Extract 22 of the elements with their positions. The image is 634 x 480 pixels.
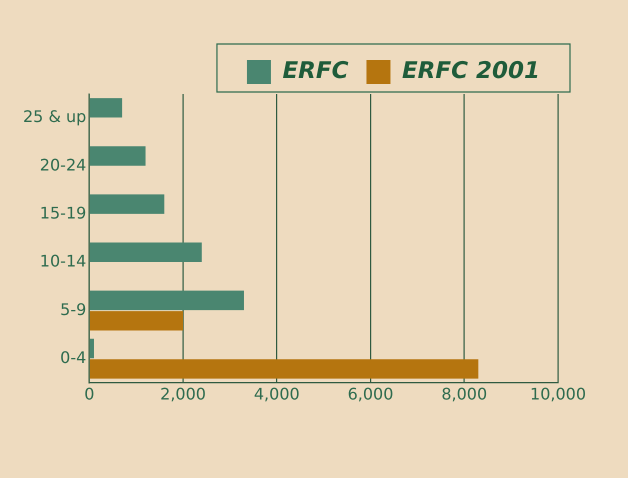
- x-tick-label: 2,000: [160, 384, 206, 404]
- y-tick-label: 0-4: [60, 348, 86, 367]
- bar: [90, 311, 184, 331]
- y-tick-label: 25 & up: [22, 107, 86, 126]
- bar: [90, 146, 146, 166]
- bar: [90, 338, 94, 358]
- x-tick-label: 8,000: [441, 384, 488, 404]
- y-tick-label: 20-24: [40, 155, 86, 174]
- bar: [90, 194, 164, 214]
- x-tick-label: 4,000: [254, 384, 300, 404]
- bar: [90, 359, 478, 379]
- legend-label: ERFC 2001: [402, 58, 540, 84]
- legend-label: ERFC: [282, 58, 349, 84]
- x-tick-label: 0: [84, 384, 94, 404]
- y-tick-label: 15-19: [40, 203, 86, 222]
- y-tick-label: 10-14: [40, 252, 86, 271]
- bar: [90, 290, 244, 310]
- y-tick-label: 5-9: [60, 300, 86, 319]
- x-tick-label: 10,000: [530, 384, 586, 404]
- bar: [90, 98, 122, 118]
- bar: [90, 242, 202, 262]
- x-tick-label: 6,000: [348, 384, 394, 404]
